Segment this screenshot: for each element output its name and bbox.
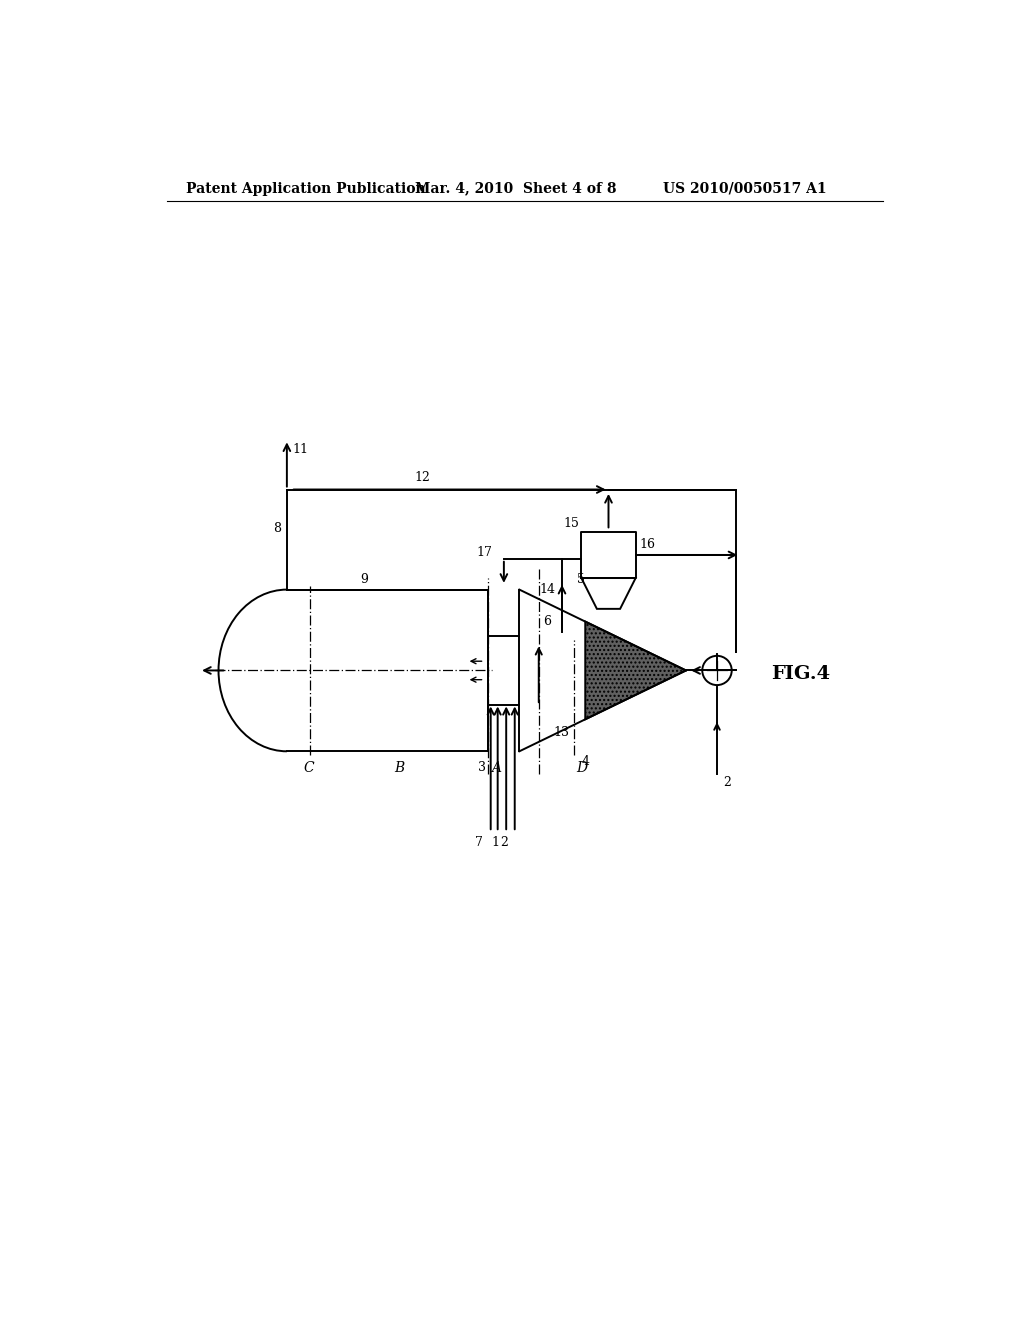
Text: 4: 4 bbox=[582, 755, 590, 768]
Text: 2: 2 bbox=[500, 836, 508, 849]
Text: 9: 9 bbox=[360, 573, 369, 586]
Text: Mar. 4, 2010  Sheet 4 of 8: Mar. 4, 2010 Sheet 4 of 8 bbox=[415, 182, 616, 195]
Text: Patent Application Publication: Patent Application Publication bbox=[186, 182, 426, 195]
Text: D: D bbox=[575, 760, 587, 775]
Text: 8: 8 bbox=[273, 521, 282, 535]
Text: 12: 12 bbox=[415, 471, 430, 484]
Text: 17: 17 bbox=[476, 546, 493, 560]
Text: 3: 3 bbox=[478, 760, 486, 774]
Text: 5: 5 bbox=[578, 573, 586, 586]
Text: 2: 2 bbox=[723, 776, 731, 788]
Text: B: B bbox=[394, 760, 404, 775]
Text: 16: 16 bbox=[640, 539, 655, 552]
Circle shape bbox=[702, 656, 732, 685]
Text: 11: 11 bbox=[292, 444, 308, 457]
Text: US 2010/0050517 A1: US 2010/0050517 A1 bbox=[663, 182, 826, 195]
Text: C: C bbox=[303, 760, 314, 775]
Text: 13: 13 bbox=[554, 726, 569, 739]
Text: 15: 15 bbox=[563, 516, 579, 529]
Text: FIG.4: FIG.4 bbox=[771, 665, 830, 684]
Text: 14: 14 bbox=[540, 583, 556, 597]
Text: 7: 7 bbox=[475, 836, 483, 849]
Text: 6: 6 bbox=[543, 615, 551, 628]
Text: A: A bbox=[492, 760, 501, 775]
Polygon shape bbox=[582, 578, 636, 609]
Polygon shape bbox=[586, 622, 686, 719]
Text: 1: 1 bbox=[492, 836, 500, 849]
